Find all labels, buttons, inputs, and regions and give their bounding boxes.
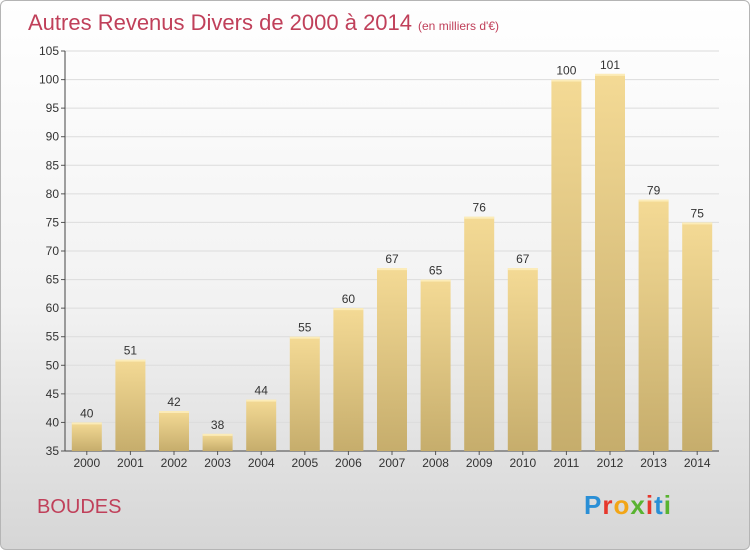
y-tick-label: 50 (46, 358, 60, 372)
logo-letter: i (663, 490, 672, 520)
bar-highlight (377, 268, 407, 271)
y-tick-label: 60 (46, 301, 60, 315)
data-label: 79 (647, 184, 661, 198)
data-label: 76 (473, 201, 487, 215)
y-tick-label: 105 (39, 44, 59, 58)
x-tick-label: 2007 (379, 456, 406, 470)
bar-highlight (115, 359, 146, 362)
y-tick-label: 80 (46, 187, 60, 201)
bar-2001 (115, 359, 146, 451)
chart-title-text: Autres Revenus Divers de 2000 à 2014 (28, 10, 413, 35)
data-label: 38 (211, 418, 225, 432)
labels: 35 40 45 50 55 60 65 70 75 80 85 90 95 100 105 40 2000 51… (39, 44, 711, 470)
bar-highlight (638, 199, 669, 202)
y-tick-label: 90 (46, 130, 60, 144)
commune-name: BOUDES (37, 496, 122, 518)
logo-letter: P (584, 490, 603, 520)
logo-letter: x (630, 490, 646, 520)
x-tick-label: 2005 (291, 456, 318, 470)
bar-2013 (638, 199, 669, 451)
y-tick-label: 55 (46, 330, 60, 344)
data-label: 100 (556, 64, 576, 78)
x-tick-label: 2003 (204, 456, 231, 470)
bar-highlight (464, 216, 495, 219)
y-tick-label: 45 (46, 387, 60, 401)
bar-highlight (289, 336, 320, 339)
proxiti-logo: Proxiti (584, 490, 672, 521)
bar-highlight (507, 268, 538, 271)
data-label: 60 (342, 292, 356, 306)
bar-highlight (202, 433, 233, 436)
x-tick-label: 2001 (117, 456, 144, 470)
bar-2012 (595, 73, 625, 451)
bar-2010 (507, 268, 538, 451)
bar-2009 (464, 216, 495, 451)
bar-highlight (420, 279, 451, 282)
data-label: 67 (385, 252, 399, 266)
bar-2005 (289, 336, 320, 451)
bar-highlight (246, 399, 277, 402)
data-label: 75 (691, 206, 705, 220)
y-tick-label: 65 (46, 273, 60, 287)
bar-highlight (159, 411, 189, 413)
data-label: 101 (600, 58, 620, 72)
bar-2008 (420, 279, 451, 451)
logo-letter: o (613, 490, 631, 520)
bar-2003 (202, 433, 233, 451)
bars (71, 73, 713, 452)
bar-2011 (551, 79, 582, 452)
logo-letter: r (602, 490, 614, 520)
x-tick-label: 2006 (335, 456, 362, 470)
y-tick-label: 100 (39, 73, 59, 87)
bar-2006 (333, 308, 364, 451)
bar-highlight (71, 422, 102, 425)
logo-letter: t (654, 490, 664, 520)
y-tick-label: 95 (46, 101, 60, 115)
y-tick-label: 85 (46, 158, 60, 172)
x-tick-label: 2004 (248, 456, 275, 470)
chart-subtitle: (en milliers d'€) (418, 19, 499, 33)
data-label: 51 (124, 344, 138, 358)
data-label: 55 (298, 321, 312, 335)
data-label: 44 (255, 384, 269, 398)
x-tick-label: 2000 (73, 456, 100, 470)
data-label: 42 (167, 395, 181, 409)
y-tick-label: 70 (46, 244, 60, 258)
bar-highlight (551, 79, 582, 82)
x-tick-label: 2014 (684, 456, 711, 470)
data-label: 65 (429, 264, 443, 278)
bar-2007 (377, 268, 407, 451)
x-tick-label: 2009 (466, 456, 493, 470)
x-tick-label: 2013 (640, 456, 667, 470)
x-tick-label: 2002 (161, 456, 188, 470)
x-tick-label: 2012 (597, 456, 624, 470)
y-tick-label: 75 (46, 215, 60, 229)
bar-2002 (159, 411, 189, 451)
bar-highlight (595, 73, 625, 76)
data-label: 40 (80, 406, 94, 420)
bar-2000 (71, 422, 102, 451)
logo-letter: i (645, 490, 655, 520)
chart-title: Autres Revenus Divers de 2000 à 2014 (en … (28, 10, 499, 36)
x-tick-label: 2008 (422, 456, 449, 470)
data-label: 67 (516, 252, 530, 266)
x-tick-label: 2010 (509, 456, 536, 470)
y-tick-label: 35 (46, 444, 60, 458)
bar-2014 (682, 222, 713, 451)
bar-highlight (682, 222, 713, 225)
y-tick-label: 40 (46, 415, 60, 429)
bar-highlight (333, 308, 364, 311)
x-tick-label: 2011 (553, 456, 579, 470)
bar-2004 (246, 399, 277, 451)
